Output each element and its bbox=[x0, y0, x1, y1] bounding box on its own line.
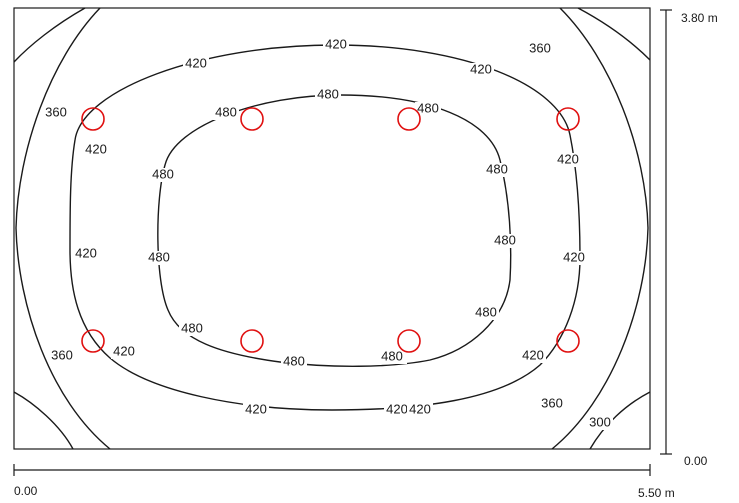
contour-label-ring-480: 480 bbox=[492, 232, 518, 248]
contour-label-ring-480: 480 bbox=[379, 348, 405, 364]
contour-label-ring-480: 480 bbox=[473, 304, 499, 320]
contour-label-text: 480 bbox=[486, 161, 508, 176]
y-max-label: 3.80 m bbox=[681, 11, 718, 25]
contour-label-text: 480 bbox=[148, 249, 170, 264]
luminaire-marker-icon bbox=[397, 329, 421, 353]
contour-label-text: 480 bbox=[475, 304, 497, 319]
corner-contours bbox=[13, 7, 651, 450]
contour-label-ring-480: 480 bbox=[484, 161, 510, 177]
contour-label-ring-420: 420 bbox=[111, 343, 137, 359]
contour-label-ring-420: 420 bbox=[407, 401, 433, 417]
room-outline bbox=[13, 7, 651, 450]
contour-label-corner-300: 300 bbox=[587, 414, 613, 430]
luminaire-marker-icon bbox=[81, 329, 105, 353]
luminaire-marker-icon bbox=[240, 329, 264, 353]
contour-label-text: 300 bbox=[589, 414, 611, 429]
contour-label-text: 420 bbox=[522, 347, 544, 362]
contour-label-text: 480 bbox=[417, 100, 439, 115]
contour-label-text: 420 bbox=[470, 61, 492, 76]
contour-label-ring-420: 420 bbox=[520, 347, 546, 363]
contour-label-text: 420 bbox=[75, 245, 97, 260]
x-dimension-axis: 0.00 5.50 m bbox=[13, 464, 675, 500]
contour-label-ring-480: 480 bbox=[179, 320, 205, 336]
contour-label-text: 360 bbox=[51, 347, 73, 362]
luminaire-marker-icon bbox=[397, 107, 421, 131]
contour-label-ring-420: 420 bbox=[243, 401, 269, 417]
contour-label-text: 480 bbox=[283, 353, 305, 368]
contour-corner-top-left bbox=[13, 7, 86, 63]
x-min-label: 0.00 bbox=[14, 484, 38, 498]
contour-label-text: 420 bbox=[113, 343, 135, 358]
contour-label-ring-420: 420 bbox=[183, 55, 209, 71]
contour-label-ring-480: 480 bbox=[150, 166, 176, 182]
contour-label-text: 420 bbox=[245, 401, 267, 416]
contour-corner-bottom-left bbox=[13, 391, 74, 450]
contour-label-text: 420 bbox=[85, 141, 107, 156]
contour-label-outer-360: 360 bbox=[49, 347, 75, 363]
contour-label-ring-420: 420 bbox=[323, 36, 349, 52]
contour-label-text: 480 bbox=[215, 104, 237, 119]
contour-label-text: 420 bbox=[325, 36, 347, 51]
contour-label-text: 420 bbox=[557, 151, 579, 166]
contour-label-outer-360: 360 bbox=[527, 40, 553, 56]
contour-label-ring-480: 480 bbox=[281, 353, 307, 369]
contour-label-text: 420 bbox=[185, 55, 207, 70]
contour-label-ring-420: 420 bbox=[555, 151, 581, 167]
luminaire-marker-icon bbox=[556, 329, 580, 353]
contour-label-outer-360: 360 bbox=[43, 104, 69, 120]
contour-label-text: 360 bbox=[529, 40, 551, 55]
contour-label-ring-420: 420 bbox=[468, 61, 494, 77]
luminaire-marker-icon bbox=[81, 107, 105, 131]
contour-label-text: 420 bbox=[409, 401, 431, 416]
contour-label-text: 480 bbox=[181, 320, 203, 335]
luminaires bbox=[81, 107, 580, 353]
contour-label-ring-420: 420 bbox=[561, 249, 587, 265]
contour-label-ring-420: 420 bbox=[83, 141, 109, 157]
contour-label-text: 480 bbox=[381, 348, 403, 363]
contour-label-ring-480: 480 bbox=[315, 86, 341, 102]
y-min-label: 0.00 bbox=[684, 454, 708, 468]
contour-label-ring-420: 420 bbox=[384, 401, 410, 417]
contour-360-right bbox=[551, 7, 649, 450]
contour-label-text: 480 bbox=[494, 232, 516, 247]
y-dimension-axis: 3.80 m 0.00 bbox=[660, 9, 718, 468]
contour-corner-bottom-right bbox=[589, 391, 651, 450]
contour-label-ring-480: 480 bbox=[146, 249, 172, 265]
contour-corner-top-right bbox=[577, 7, 651, 61]
luminaire-marker-icon bbox=[556, 107, 580, 131]
contour-label-text: 360 bbox=[45, 104, 67, 119]
contour-label-text: 480 bbox=[152, 166, 174, 181]
contour-label-text: 480 bbox=[317, 86, 339, 101]
contour-label-text: 420 bbox=[386, 401, 408, 416]
luminaire-marker-icon bbox=[240, 107, 264, 131]
contour-label-ring-480: 480 bbox=[213, 104, 239, 120]
contour-label-outer-360: 360 bbox=[539, 395, 565, 411]
contour-label-text: 420 bbox=[563, 249, 585, 264]
contour-label-ring-480: 480 bbox=[415, 100, 441, 116]
contour-label-text: 360 bbox=[541, 395, 563, 410]
contour-label-ring-420: 420 bbox=[73, 245, 99, 261]
contour-480 bbox=[157, 94, 512, 367]
contour-360-left bbox=[15, 7, 111, 450]
x-max-label: 5.50 m bbox=[638, 486, 675, 500]
